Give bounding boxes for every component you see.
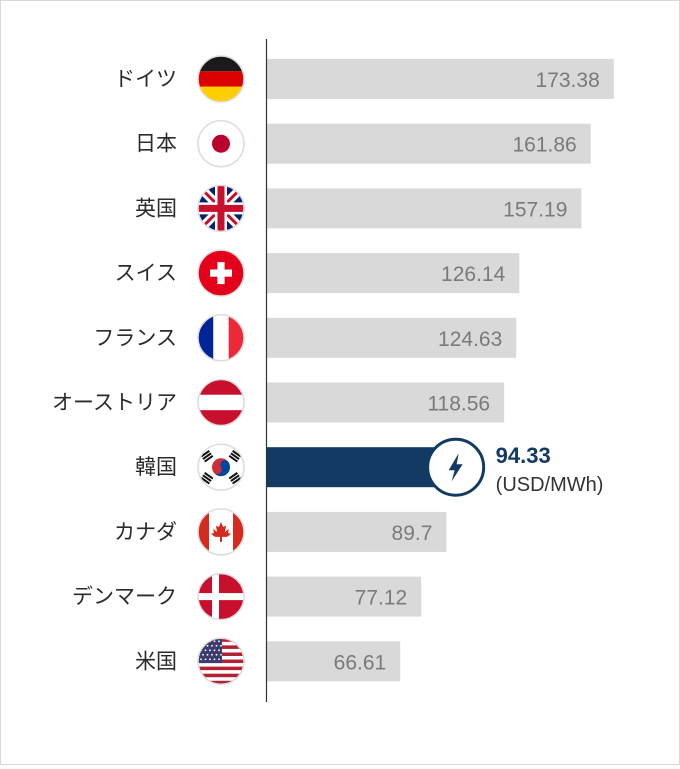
category-label: 米国 xyxy=(135,649,177,673)
highlight-value-label: 94.33 xyxy=(496,443,551,468)
category-label: 日本 xyxy=(135,132,177,156)
bar xyxy=(267,123,591,164)
data-label: 126.14 xyxy=(441,263,506,286)
data-label: 157.19 xyxy=(503,198,567,221)
japan-flag-icon xyxy=(197,119,245,168)
usa-flag-icon xyxy=(197,637,245,686)
switzerland-flag-icon xyxy=(197,249,245,297)
category-label: オーストリア xyxy=(52,391,177,415)
data-label: 161.86 xyxy=(512,134,576,157)
uk-flag-icon xyxy=(197,184,245,233)
highlight-layer: 94.33 (USD/MWh) xyxy=(426,437,604,497)
data-label: 124.63 xyxy=(438,328,502,351)
category-label: 英国 xyxy=(135,196,177,220)
korea-flag-icon xyxy=(197,443,245,491)
bar xyxy=(267,511,447,552)
france-flag-icon xyxy=(197,314,245,362)
data-label: 66.61 xyxy=(334,651,387,674)
bar xyxy=(267,576,422,617)
data-label: 173.38 xyxy=(536,69,600,92)
canada-flag-icon xyxy=(197,508,245,556)
category-label: フランス xyxy=(93,326,177,350)
unit-label: (USD/MWh) xyxy=(496,474,604,496)
labels-layer: ドイツ 173.38 日本 161.86 英国 157.19 スイス 126.14 フランス 12… xyxy=(52,67,600,674)
bar xyxy=(267,641,401,682)
category-label: スイス xyxy=(115,261,177,285)
bar-highlight xyxy=(267,447,456,488)
germany-flag-icon xyxy=(197,55,245,103)
flags-layer xyxy=(197,55,245,686)
denmark-flag-icon xyxy=(197,572,245,621)
data-label: 77.12 xyxy=(355,587,408,610)
data-label: 89.7 xyxy=(392,522,433,545)
bars-layer xyxy=(267,59,614,682)
category-label: デンマーク xyxy=(72,585,177,609)
category-label: ドイツ xyxy=(114,67,177,91)
bar xyxy=(267,382,505,423)
category-label: 韓国 xyxy=(135,455,177,479)
category-label: カナダ xyxy=(114,520,177,544)
bar xyxy=(267,317,517,358)
austria-flag-icon xyxy=(197,378,245,427)
bar xyxy=(267,188,582,229)
lightning-bolt-icon xyxy=(426,437,486,497)
data-label: 118.56 xyxy=(427,393,490,416)
bar xyxy=(267,253,520,294)
bar xyxy=(267,59,614,99)
